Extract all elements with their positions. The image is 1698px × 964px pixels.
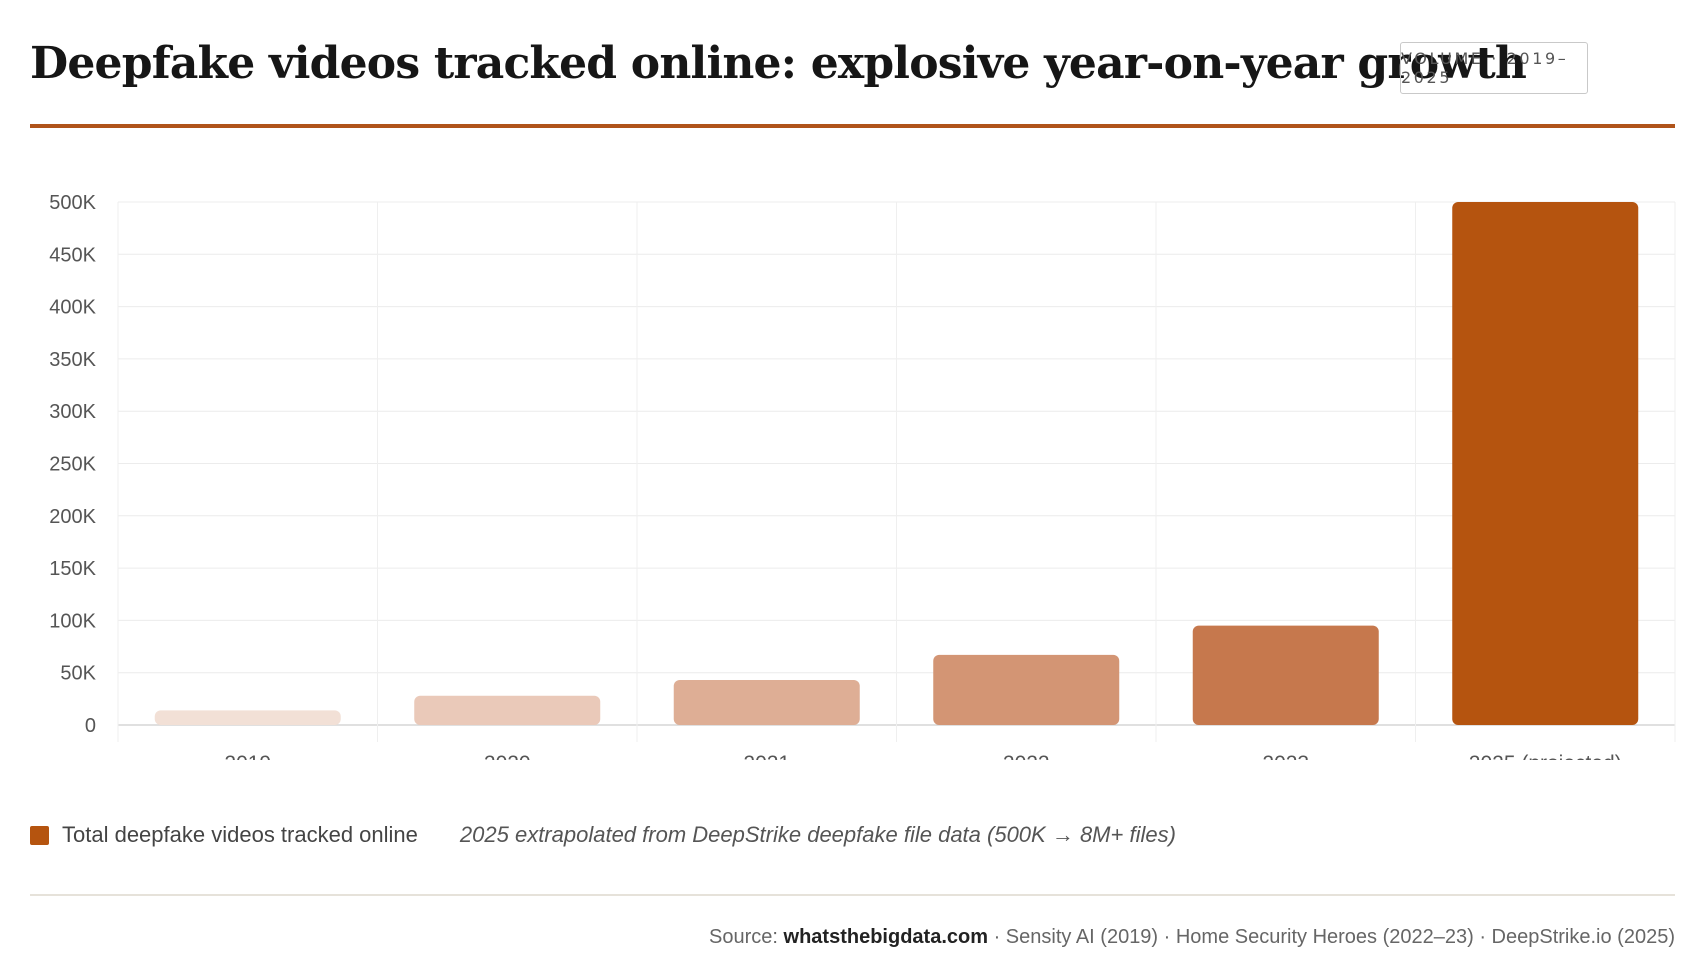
chart-title: Deepfake videos tracked online: explosiv…	[30, 38, 1527, 89]
y-tick-label: 0	[85, 715, 96, 737]
x-tick-label: 2022	[1003, 752, 1050, 760]
y-tick-label: 250K	[49, 454, 96, 476]
y-axis-labels: 0 50K 100K 150K 200K 250K 300K 350K 400K 450K 500K	[49, 192, 96, 737]
legend-note: 2025 extrapolated from DeepStrike deepfa…	[459, 822, 1176, 847]
volume-badge: VOLUME · 2019–2025	[1400, 42, 1588, 94]
x-tick-label: 2025 (projected)	[1469, 752, 1622, 760]
y-tick-label: 350K	[49, 349, 96, 371]
y-tick-label: 150K	[49, 558, 96, 580]
bars	[154, 202, 1639, 725]
source-site-link[interactable]: whatsthebigdata.com	[783, 926, 989, 948]
source-rest: · Sensity AI (2019) · Home Security Hero…	[988, 926, 1675, 948]
footer-rule	[30, 894, 1675, 896]
y-tick-label: 50K	[60, 663, 96, 685]
source-line: Source: whatsthebigdata.com · Sensity AI…	[709, 926, 1675, 949]
x-tick-label: 2021	[743, 752, 790, 760]
y-tick-label: 400K	[49, 297, 96, 319]
title-rule	[30, 124, 1675, 128]
bar-2019[interactable]	[154, 710, 341, 725]
bar-2025-projected[interactable]	[1452, 202, 1639, 725]
legend-label: Total deepfake videos tracked online	[62, 822, 418, 847]
x-tick-label: 2023	[1262, 752, 1309, 760]
bar-2023[interactable]	[1192, 625, 1379, 725]
source-prefix: Source:	[709, 926, 784, 948]
bar-chart: 0 50K 100K 150K 200K 250K 300K 350K 400K 450K 500K…	[49, 192, 1676, 760]
y-tick-label: 450K	[49, 244, 96, 266]
x-tick-label: 2020	[484, 752, 531, 760]
bar-2022[interactable]	[933, 654, 1120, 725]
bar-2020[interactable]	[414, 695, 601, 725]
bar-2021[interactable]	[673, 680, 860, 725]
x-tick-label: 2019	[224, 752, 271, 760]
legend: Total deepfake videos tracked online 202…	[30, 822, 1176, 848]
y-tick-label: 300K	[49, 401, 96, 423]
y-tick-label: 100K	[49, 610, 96, 632]
x-axis-labels: 2019 2020 2021 2022 2023 2025 (projected)	[224, 752, 1621, 760]
grid-lines	[117, 201, 1676, 742]
legend-swatch	[30, 825, 49, 845]
y-tick-label: 200K	[49, 506, 96, 528]
y-tick-label: 500K	[49, 192, 96, 214]
